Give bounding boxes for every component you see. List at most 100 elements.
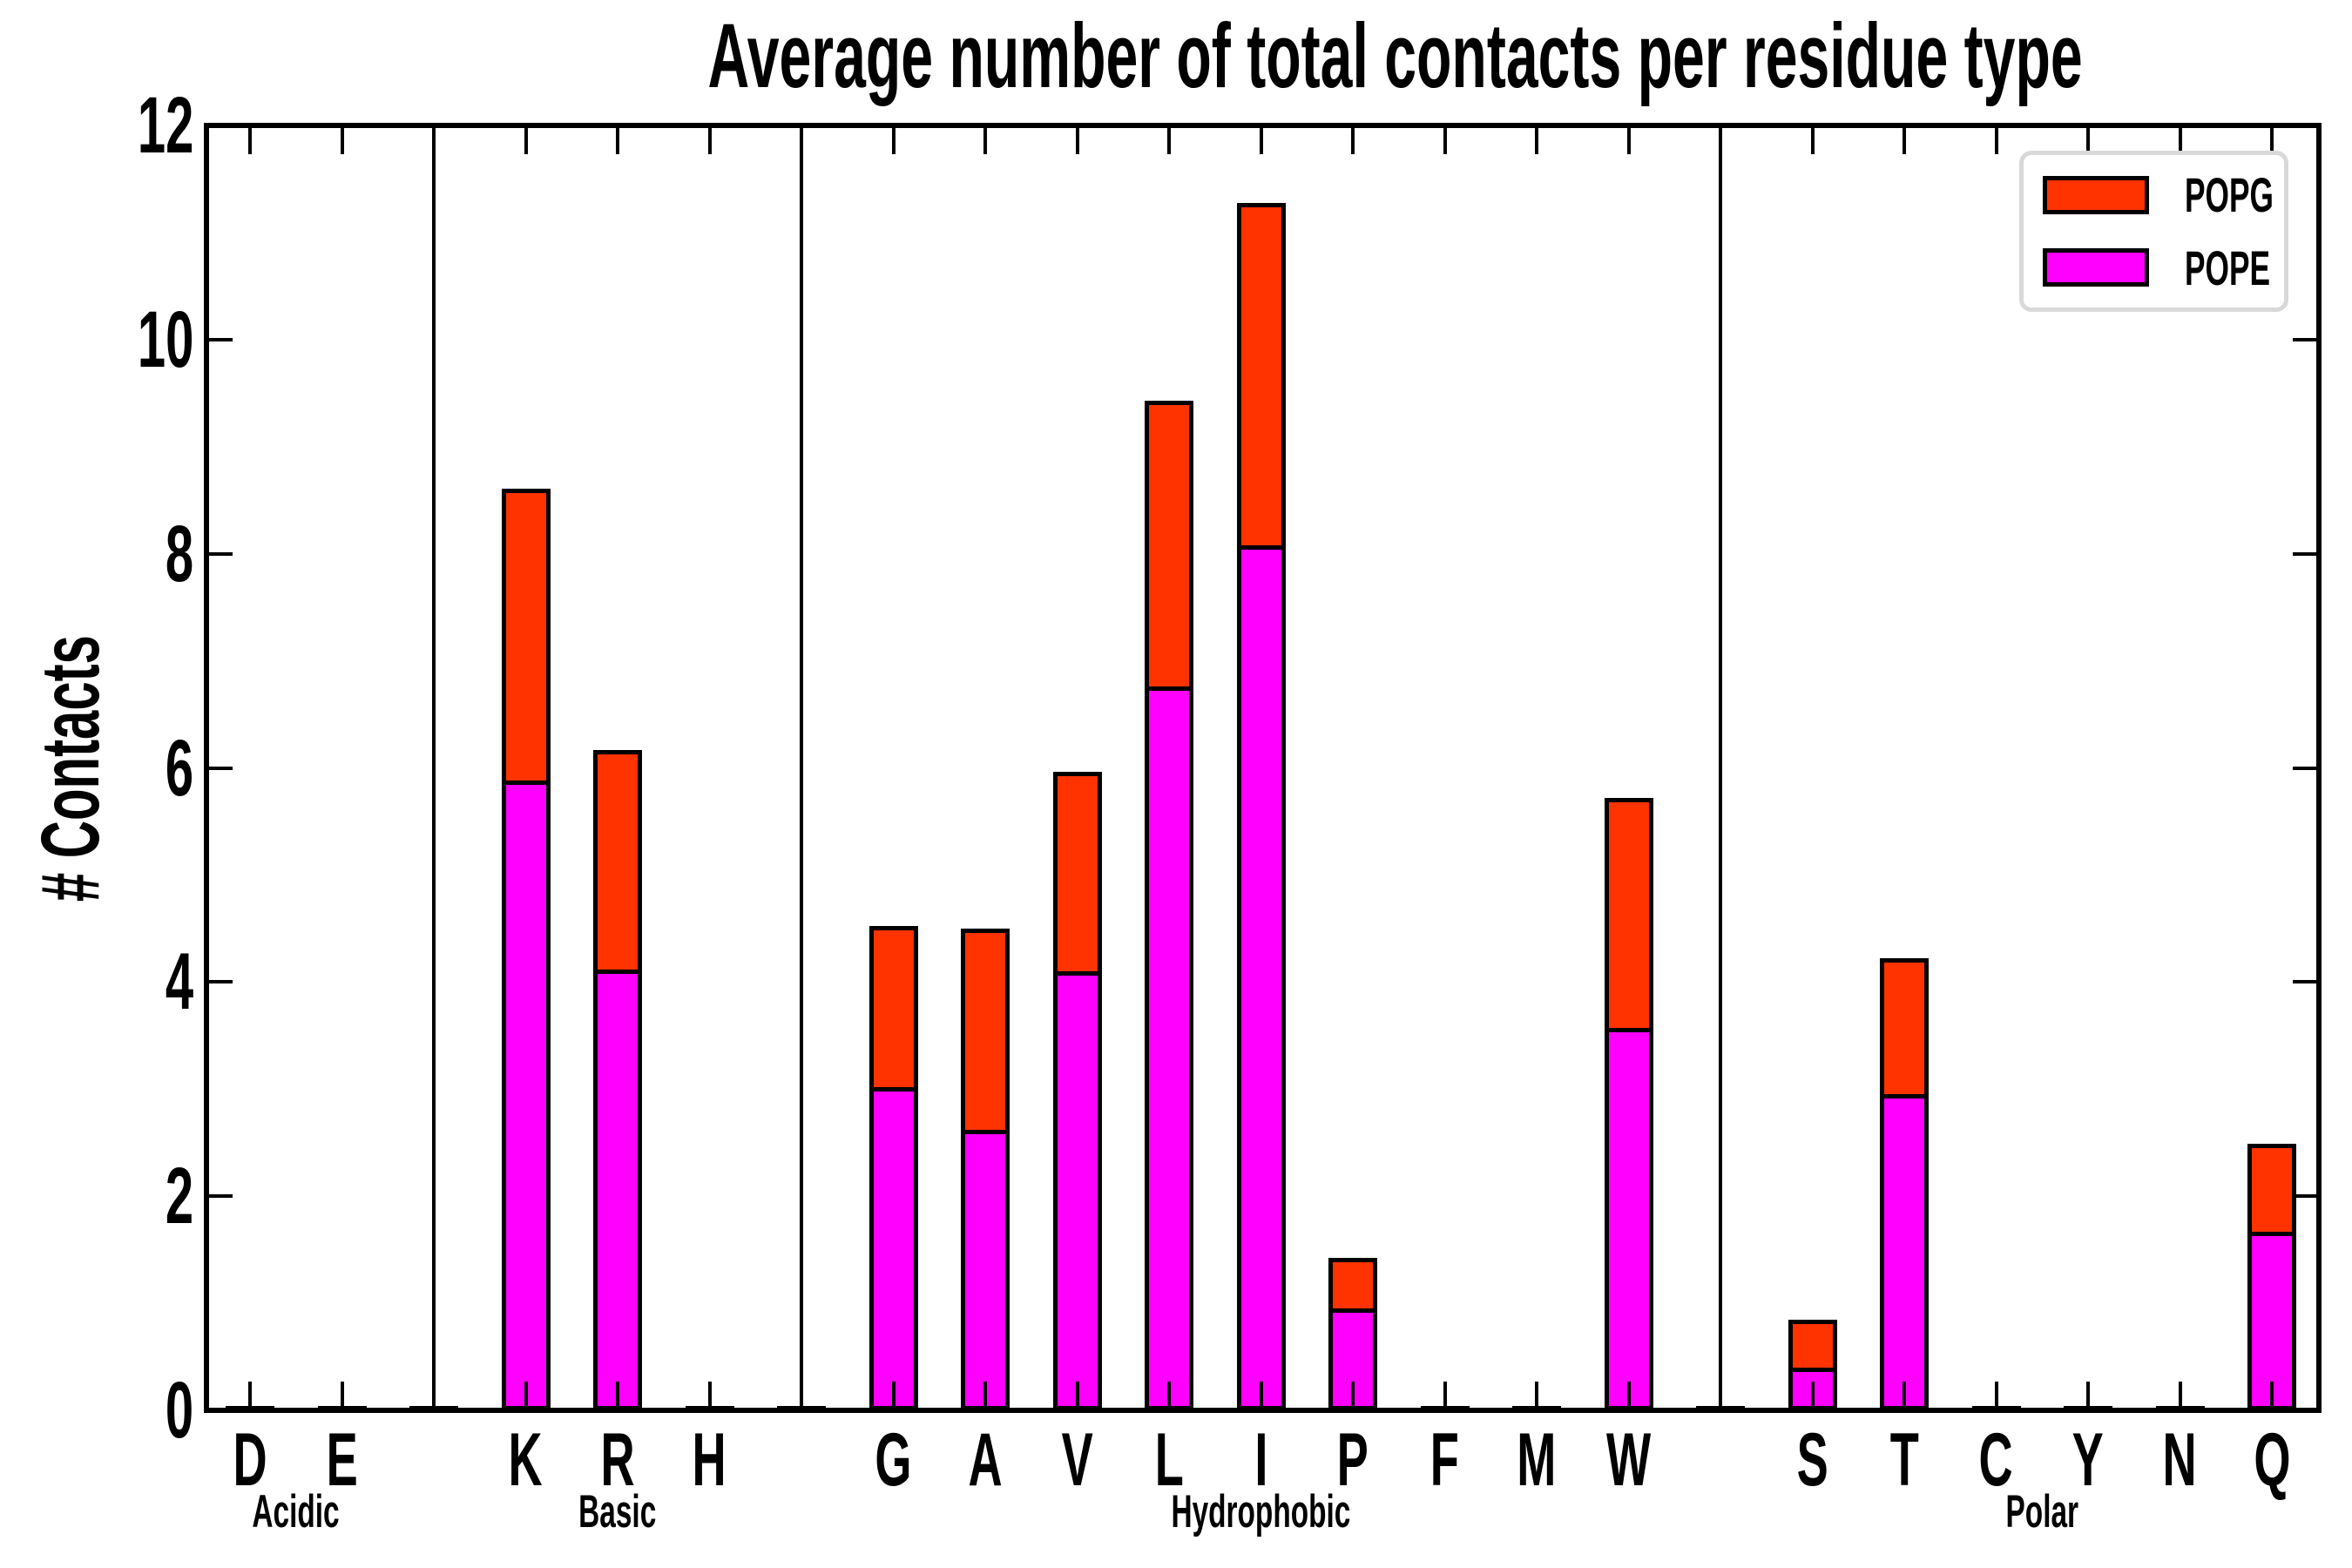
x-tick-label-E: E: [273, 1422, 412, 1498]
chart-title: Average number of total contacts per res…: [304, 9, 2220, 105]
bar-Q-pope: [2247, 1231, 2296, 1410]
y-tick-right: [2293, 1194, 2319, 1199]
x-tick-bottom: [1535, 1382, 1538, 1410]
x-tick-label-text: P: [1336, 1418, 1369, 1502]
bar-L-pope: [1145, 686, 1193, 1410]
x-tick-label-K: K: [456, 1422, 596, 1498]
x-tick-label-V: V: [1008, 1422, 1147, 1498]
zero-bar-dash-F: [1420, 1406, 1470, 1410]
x-tick-top: [1075, 125, 1079, 154]
x-tick-label-text: R: [600, 1418, 635, 1502]
zero-bar-dash-E: [317, 1406, 367, 1410]
zero-bar-dash-C: [1971, 1406, 2021, 1410]
x-tick-label-text: W: [1605, 1418, 1652, 1502]
y-tick-label-text: 10: [137, 294, 193, 384]
bar-I-pope: [1236, 544, 1286, 1410]
x-tick-top: [1535, 125, 1538, 154]
group-separator: [1719, 125, 1722, 1410]
group-label-text: Basic: [578, 1486, 657, 1538]
bar-T-pope: [1880, 1094, 1929, 1410]
x-tick-label-text: H: [692, 1418, 727, 1502]
y-tick-right: [2293, 766, 2319, 770]
x-tick-label-text: N: [2162, 1418, 2198, 1502]
x-tick-label-T: T: [1835, 1422, 1974, 1498]
x-tick-label-P: P: [1283, 1422, 1423, 1498]
x-tick-top: [2178, 125, 2182, 154]
x-tick-label-Q: Q: [2202, 1422, 2342, 1498]
zero-bar-dash: [1696, 1406, 1745, 1410]
x-tick-label-D: D: [180, 1422, 320, 1498]
x-tick-label-text: C: [1978, 1418, 2014, 1502]
group-separator: [800, 125, 803, 1410]
x-tick-label-text: V: [1061, 1418, 1093, 1502]
legend-swatch-pope: [2043, 248, 2149, 287]
x-tick-label-G: G: [824, 1422, 963, 1498]
x-tick-top: [707, 125, 712, 154]
x-tick-bottom: [1810, 1382, 1815, 1410]
x-tick-label-text: I: [1254, 1418, 1268, 1502]
x-tick-label-text: E: [326, 1418, 358, 1502]
x-tick-bottom: [1167, 1382, 1171, 1410]
zero-bar-dash-D: [226, 1406, 274, 1410]
x-tick-label-text: T: [1889, 1418, 1919, 1502]
x-tick-top: [1626, 125, 1631, 154]
x-tick-bottom: [891, 1382, 896, 1410]
x-tick-label-text: A: [968, 1418, 1003, 1502]
group-label-text: Polar: [2005, 1486, 2079, 1538]
x-tick-bottom: [1626, 1382, 1631, 1410]
zero-bar-dash-H: [685, 1406, 734, 1410]
x-tick-top: [2270, 125, 2274, 154]
x-tick-top: [248, 125, 252, 154]
x-tick-top: [340, 125, 344, 154]
legend-label-pope-text: POPE: [2185, 240, 2271, 295]
x-tick-label-text: Y: [2072, 1418, 2105, 1502]
x-tick-label-A: A: [916, 1422, 1055, 1498]
x-tick-bottom: [1903, 1382, 1906, 1410]
legend-label-pope: POPE: [2185, 244, 2321, 293]
x-tick-bottom: [2270, 1382, 2274, 1410]
x-tick-top: [1994, 125, 1998, 154]
zero-bar-dash: [409, 1406, 458, 1410]
y-tick-label-text: 6: [165, 723, 193, 813]
y-tick-label-10: 10: [0, 300, 193, 380]
y-tick-right: [2293, 551, 2319, 556]
x-tick-label-text: D: [233, 1418, 267, 1502]
bar-R-pope: [593, 969, 642, 1410]
x-tick-label-text: L: [1154, 1418, 1184, 1502]
x-tick-top: [891, 125, 896, 154]
x-tick-bottom: [1443, 1382, 1447, 1410]
x-tick-top: [1903, 125, 1906, 154]
x-tick-label-text: Q: [2253, 1418, 2291, 1502]
y-tick-left: [206, 551, 233, 556]
x-tick-bottom: [1259, 1382, 1263, 1410]
x-tick-top: [1167, 125, 1171, 154]
x-tick-label-text: K: [508, 1418, 544, 1502]
x-tick-top: [1259, 125, 1263, 154]
group-separator: [432, 125, 436, 1410]
y-tick-label-text: 4: [165, 937, 193, 1027]
y-tick-left: [206, 1194, 233, 1199]
y-tick-label-6: 6: [0, 728, 193, 808]
y-tick-label-text: 0: [165, 1366, 193, 1455]
x-tick-bottom: [2086, 1382, 2090, 1410]
x-tick-label-F: F: [1375, 1422, 1515, 1498]
x-tick-label-text: S: [1796, 1418, 1828, 1502]
zero-bar-dash: [777, 1406, 826, 1410]
bar-K-pope: [501, 781, 551, 1410]
bar-A-pope: [961, 1129, 1010, 1410]
x-tick-bottom: [340, 1382, 344, 1410]
x-tick-label-text: F: [1429, 1418, 1460, 1502]
legend-label-popg: POPG: [2185, 171, 2326, 220]
y-tick-label-8: 8: [0, 514, 193, 594]
x-tick-bottom: [1075, 1382, 1079, 1410]
x-tick-label-C: C: [1927, 1422, 2066, 1498]
y-tick-right: [2293, 337, 2319, 341]
x-tick-bottom: [248, 1382, 252, 1410]
x-tick-bottom: [2178, 1382, 2182, 1410]
x-tick-label-text: G: [875, 1418, 912, 1502]
x-tick-label-text: M: [1517, 1418, 1557, 1502]
x-tick-label-Y: Y: [2018, 1422, 2158, 1498]
x-tick-bottom: [983, 1382, 987, 1410]
x-tick-top: [1443, 125, 1447, 154]
